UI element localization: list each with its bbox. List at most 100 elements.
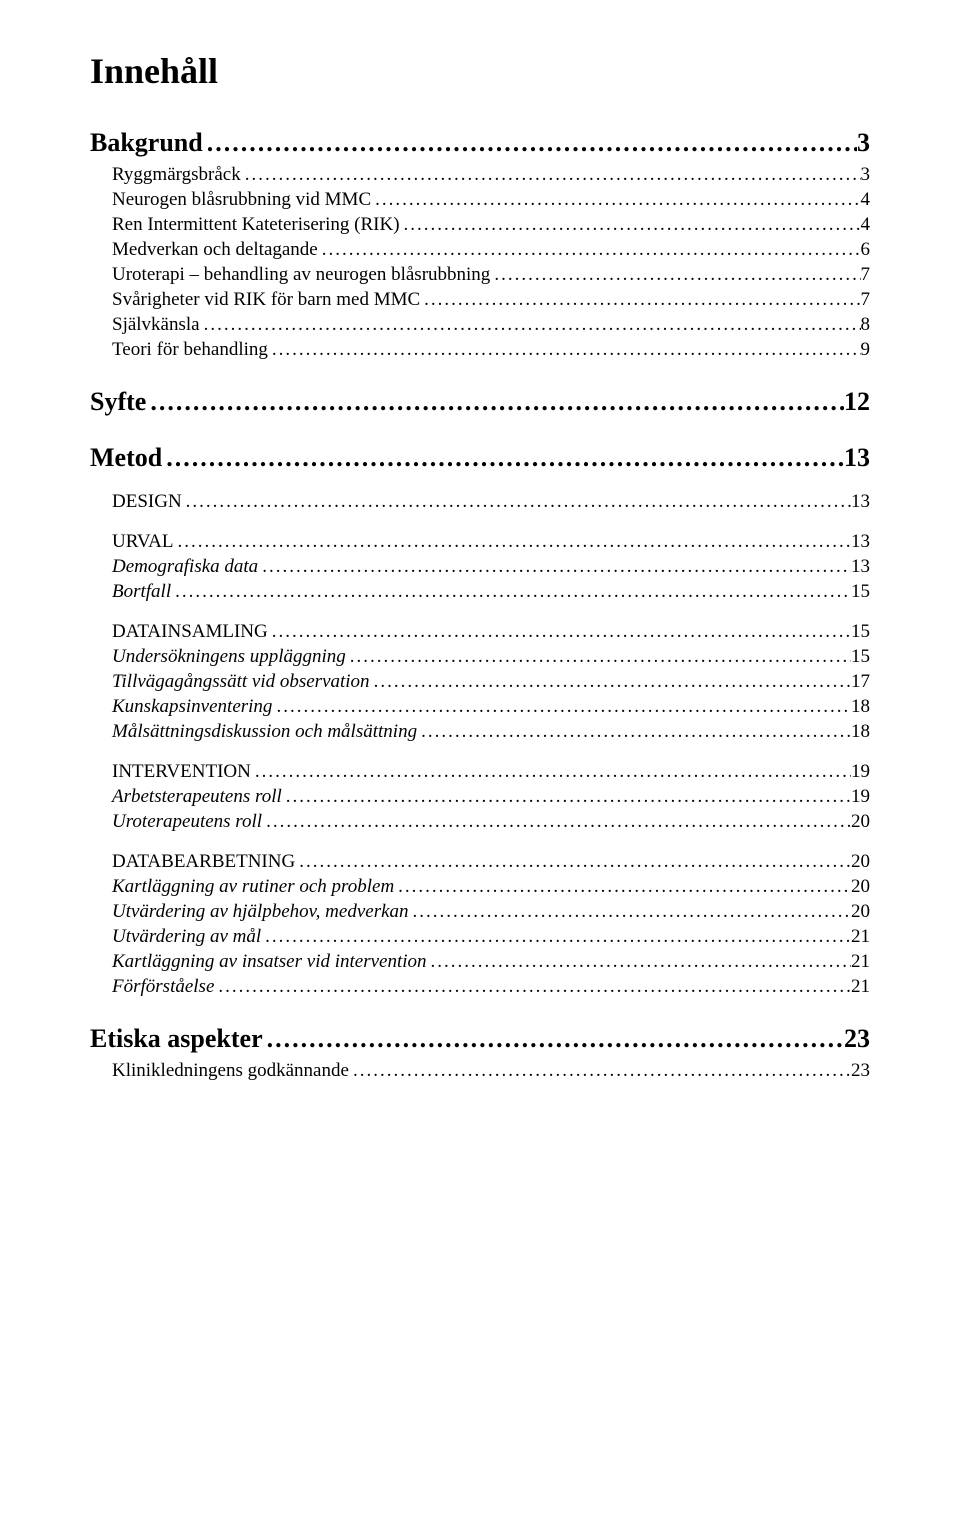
toc-entry-page: 15 (851, 581, 870, 603)
toc-entry-label: URVAL (112, 531, 173, 553)
toc-entry-page: 9 (861, 339, 871, 361)
toc-entry: Arbetsterapeutens roll19 (90, 786, 870, 808)
toc-entry-page: 20 (851, 811, 870, 833)
toc-entry-label: Ryggmärgsbråck (112, 164, 241, 186)
toc-entry-label: Arbetsterapeutens roll (112, 786, 282, 808)
toc-entry-page: 15 (851, 646, 870, 668)
toc-entry-page: 7 (861, 264, 871, 286)
toc-entry-label: Klinikledningens godkännande (112, 1060, 349, 1082)
toc-title: Innehåll (90, 50, 870, 92)
toc-entry-page: 13 (844, 443, 870, 473)
toc-leader-dots (318, 239, 861, 261)
toc-entry-label: Bortfall (112, 581, 171, 603)
toc-entry: Ryggmärgsbråck 3 (90, 164, 870, 186)
toc-leader-dots (182, 491, 851, 513)
toc-entry-label: Självkänsla (112, 314, 200, 336)
toc-entry: Utvärdering av hjälpbehov, medverkan20 (90, 901, 870, 923)
toc-entry-label: Teori för behandling (112, 339, 268, 361)
toc-entry: Metod 13 (90, 443, 870, 473)
toc-entry-page: 13 (851, 531, 870, 553)
toc-entry-page: 13 (851, 556, 870, 578)
toc-entry-label: Målsättningsdiskussion och målsättning (112, 721, 417, 743)
toc-entry-page: 18 (851, 721, 870, 743)
toc-entry-page: 17 (851, 671, 870, 693)
toc-leader-dots (371, 189, 860, 211)
toc-entry: Uroterapeutens roll 20 (90, 811, 870, 833)
toc-entry: Klinikledningens godkännande23 (90, 1060, 870, 1082)
toc-leader-dots (268, 621, 851, 643)
toc-entry-page: 7 (861, 289, 871, 311)
toc-entry-page: 6 (861, 239, 871, 261)
toc-entry-label: DESIGN (112, 491, 182, 513)
toc-entry-label: DATABEARBETNING (112, 851, 295, 873)
toc-entry: Demografiska data 13 (90, 556, 870, 578)
toc-leader-dots (251, 761, 851, 783)
toc-leader-dots (173, 531, 851, 553)
toc-entry-label: Svårigheter vid RIK för barn med MMC (112, 289, 420, 311)
toc-entry-label: INTERVENTION (112, 761, 251, 783)
toc-leader-dots (268, 339, 861, 361)
toc-entry-label: Etiska aspekter (90, 1024, 263, 1054)
toc-leader-dots (162, 443, 844, 473)
toc-entry-page: 12 (844, 387, 870, 417)
toc-entry: DESIGN13 (90, 491, 870, 513)
toc-entry: Förförståelse 21 (90, 976, 870, 998)
toc-entry-label: Ren Intermittent Kateterisering (RIK) (112, 214, 400, 236)
toc-entry-page: 19 (851, 761, 870, 783)
toc-entry-label: Metod (90, 443, 162, 473)
toc-entry-page: 4 (861, 214, 871, 236)
toc-entry-label: DATAINSAMLING (112, 621, 268, 643)
toc-leader-dots (420, 289, 860, 311)
toc-leader-dots (400, 214, 861, 236)
toc-list: Bakgrund3 Ryggmärgsbråck 3 Neurogen blåsrub… (90, 128, 870, 1082)
toc-entry-label: Syfte (90, 387, 146, 417)
toc-entry-page: 3 (861, 164, 871, 186)
toc-leader-dots (282, 786, 851, 808)
toc-entry-page: 20 (851, 851, 870, 873)
toc-entry-label: Undersökningens uppläggning (112, 646, 346, 668)
toc-entry-page: 8 (861, 314, 871, 336)
toc-leader-dots (258, 556, 851, 578)
toc-entry-label: Förförståelse (112, 976, 214, 998)
toc-leader-dots (146, 387, 844, 417)
toc-entry-page: 4 (861, 189, 871, 211)
toc-entry-label: Kunskapsinventering (112, 696, 272, 718)
toc-entry-page: 21 (851, 976, 870, 998)
toc-entry-label: Tillvägagångssätt vid observation (112, 671, 370, 693)
toc-entry: Undersökningens uppläggning 15 (90, 646, 870, 668)
toc-entry: Kartläggning av insatser vid interventio… (90, 951, 870, 973)
toc-leader-dots (203, 128, 857, 158)
toc-entry: Ren Intermittent Kateterisering (RIK) 4 (90, 214, 870, 236)
toc-entry-label: Kartläggning av insatser vid interventio… (112, 951, 427, 973)
toc-entry: Tillvägagångssätt vid observation 17 (90, 671, 870, 693)
toc-leader-dots (241, 164, 861, 186)
toc-entry: Etiska aspekter 23 (90, 1024, 870, 1054)
toc-entry-label: Demografiska data (112, 556, 258, 578)
toc-leader-dots (409, 901, 851, 923)
toc-entry-label: Neurogen blåsrubbning vid MMC (112, 189, 371, 211)
toc-entry-label: Uroterapeutens roll (112, 811, 262, 833)
toc-entry: Syfte 12 (90, 387, 870, 417)
toc-leader-dots (263, 1024, 844, 1054)
toc-entry-label: Bakgrund (90, 128, 203, 158)
toc-entry: DATABEARBETNING 20 (90, 851, 870, 873)
toc-leader-dots (427, 951, 851, 973)
toc-entry-page: 15 (851, 621, 870, 643)
toc-leader-dots (261, 926, 851, 948)
toc-entry: DATAINSAMLING 15 (90, 621, 870, 643)
toc-entry: Bakgrund3 (90, 128, 870, 158)
toc-entry-page: 23 (844, 1024, 870, 1054)
toc-leader-dots (490, 264, 860, 286)
toc-leader-dots (394, 876, 851, 898)
toc-entry-label: Medverkan och deltagande (112, 239, 318, 261)
toc-entry: Neurogen blåsrubbning vid MMC 4 (90, 189, 870, 211)
toc-entry: Bortfall 15 (90, 581, 870, 603)
toc-leader-dots (262, 811, 851, 833)
toc-entry: Teori för behandling 9 (90, 339, 870, 361)
toc-entry: Svårigheter vid RIK för barn med MMC 7 (90, 289, 870, 311)
toc-entry: Uroterapi – behandling av neurogen blåsr… (90, 264, 870, 286)
toc-leader-dots (417, 721, 851, 743)
toc-leader-dots (349, 1060, 851, 1082)
toc-entry: Kartläggning av rutiner och problem20 (90, 876, 870, 898)
toc-entry: Självkänsla 8 (90, 314, 870, 336)
